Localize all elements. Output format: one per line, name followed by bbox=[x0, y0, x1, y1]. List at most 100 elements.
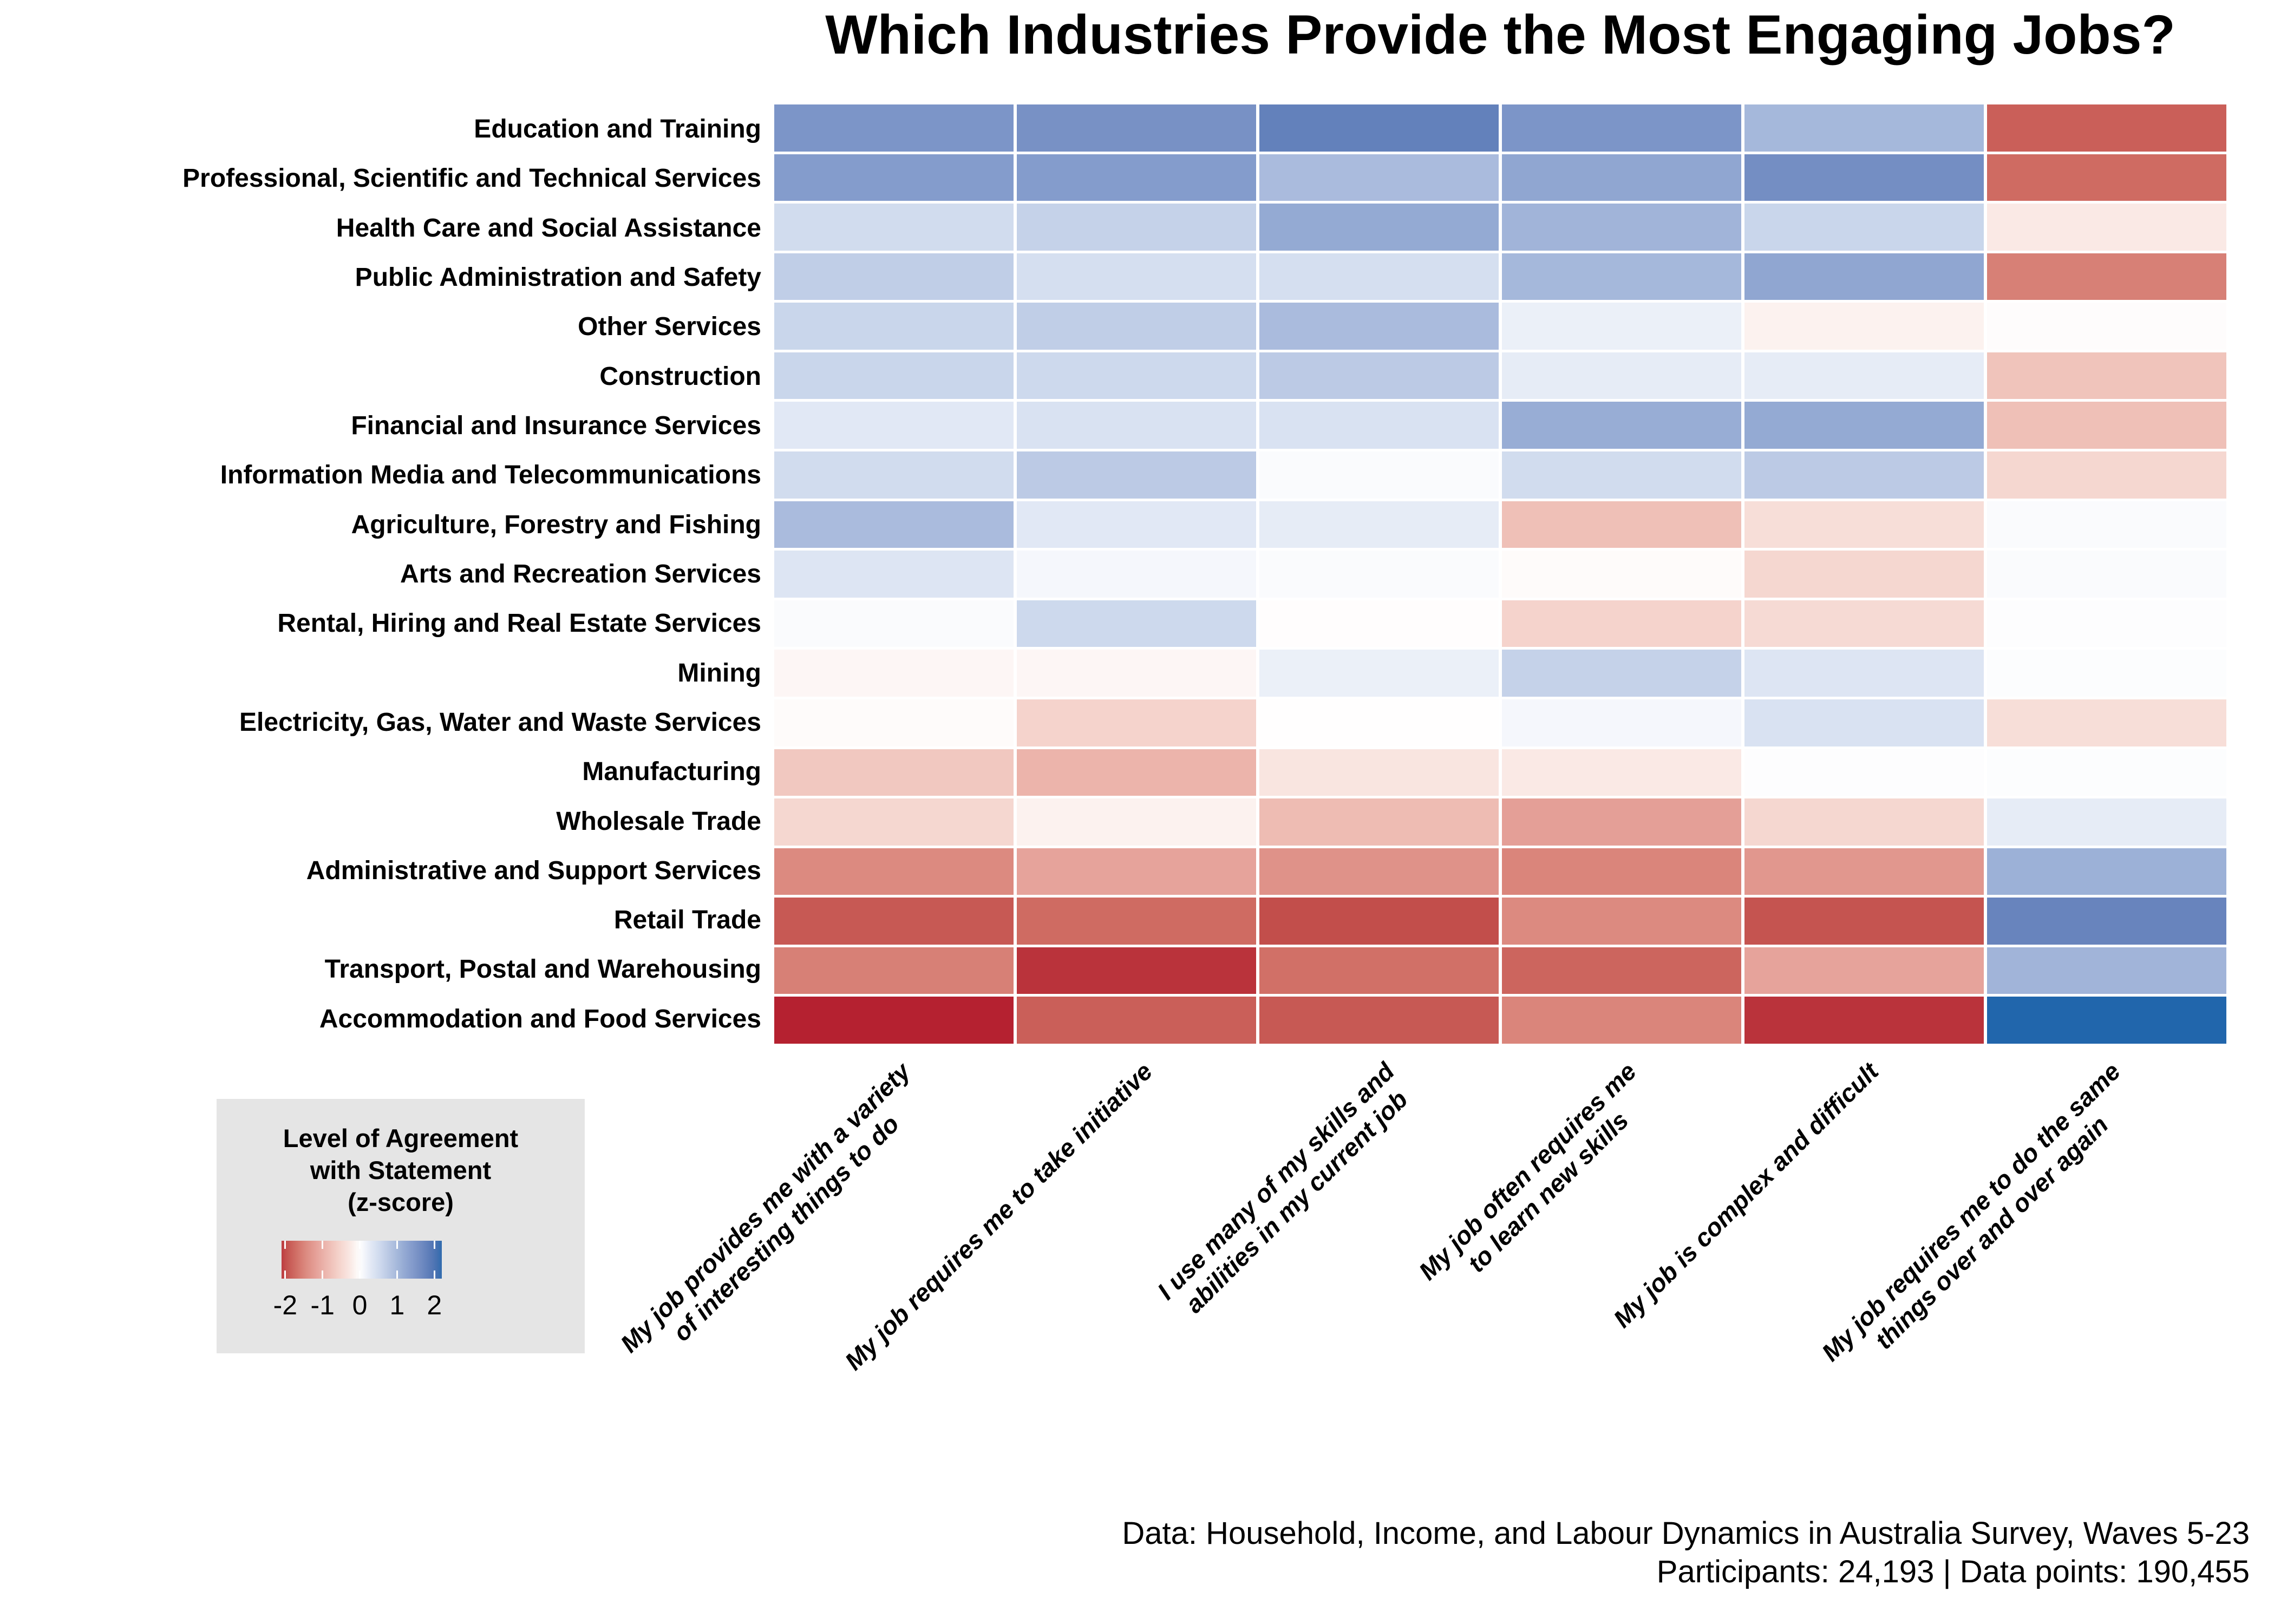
heatmap-cell bbox=[1987, 402, 2226, 449]
heatmap-cell bbox=[1987, 501, 2226, 548]
heatmap-cell bbox=[1259, 303, 1499, 350]
heatmap-cell bbox=[774, 104, 1014, 152]
heatmap-cell bbox=[1259, 551, 1499, 598]
heatmap-cell bbox=[1987, 154, 2226, 201]
legend: Level of Agreement with Statement (z-sco… bbox=[217, 1099, 585, 1353]
heatmap-cell bbox=[774, 898, 1014, 945]
y-axis-label: Arts and Recreation Services bbox=[400, 559, 761, 588]
heatmap-cell bbox=[1502, 204, 1741, 251]
heatmap-cell bbox=[1259, 798, 1499, 846]
x-axis-label: My job requires me to take initiative bbox=[839, 1057, 1158, 1376]
heatmap-cell bbox=[1017, 104, 1256, 152]
heatmap-cell bbox=[1502, 451, 1741, 499]
heatmap-cell bbox=[1987, 253, 2226, 300]
heatmap-cell bbox=[1017, 402, 1256, 449]
heatmap-cell bbox=[1987, 848, 2226, 895]
colorbar-tick-mark bbox=[322, 1241, 324, 1249]
colorbar-tick-label: 2 bbox=[427, 1290, 442, 1320]
y-axis-labels: Education and Training Professional, Scie… bbox=[0, 104, 761, 1044]
heatmap-cell bbox=[774, 352, 1014, 400]
heatmap-cell bbox=[1987, 352, 2226, 400]
y-axis-label: Manufacturing bbox=[582, 757, 761, 787]
heatmap-cell bbox=[1259, 699, 1499, 746]
heatmap-cell bbox=[1987, 798, 2226, 846]
heatmap-cell bbox=[1017, 848, 1256, 895]
heatmap-cell bbox=[1017, 154, 1256, 201]
heatmap-cell bbox=[1259, 947, 1499, 994]
y-axis-label: Professional, Scientific and Technical S… bbox=[182, 164, 761, 193]
heatmap-cell bbox=[1744, 898, 1984, 945]
heatmap-cell bbox=[1987, 303, 2226, 350]
colorbar-tick-label: 0 bbox=[352, 1290, 368, 1320]
heatmap-cell bbox=[1502, 303, 1741, 350]
heatmap-cell bbox=[1259, 104, 1499, 152]
heatmap-cell bbox=[1502, 600, 1741, 647]
heatmap-cell bbox=[774, 451, 1014, 499]
heatmap-cell bbox=[1259, 253, 1499, 300]
heatmap-cell bbox=[774, 154, 1014, 201]
heatmap-cell bbox=[1744, 699, 1984, 746]
heatmap-cell bbox=[1502, 104, 1741, 152]
x-axis-label: I use many of my skills and abilities in… bbox=[1152, 1057, 1413, 1319]
heatmap-cell bbox=[1744, 154, 1984, 201]
heatmap-cell bbox=[1017, 501, 1256, 548]
heatmap-cell bbox=[1744, 848, 1984, 895]
heatmap-cell bbox=[1744, 253, 1984, 300]
y-axis-label: Administrative and Support Services bbox=[306, 856, 761, 885]
heatmap-cell bbox=[1017, 798, 1256, 846]
heatmap-cell bbox=[1259, 154, 1499, 201]
heatmap-cell bbox=[1502, 699, 1741, 746]
heatmap-cell bbox=[1502, 253, 1741, 300]
y-axis-label: Retail Trade bbox=[613, 906, 761, 935]
y-axis-label: Construction bbox=[599, 362, 761, 391]
heatmap-cell bbox=[1744, 947, 1984, 994]
heatmap-cell bbox=[1987, 997, 2226, 1044]
caption-line-1: Data: Household, Income, and Labour Dyna… bbox=[1122, 1516, 2250, 1551]
heatmap-cell bbox=[1017, 898, 1256, 945]
heatmap-cell bbox=[1259, 204, 1499, 251]
heatmap-cell bbox=[1744, 600, 1984, 647]
y-axis-label: Mining bbox=[677, 658, 761, 687]
heatmap-cell bbox=[1987, 451, 2226, 499]
heatmap-cell bbox=[1987, 204, 2226, 251]
heatmap-cell bbox=[1744, 451, 1984, 499]
heatmap-cell bbox=[1259, 501, 1499, 548]
heatmap-cell bbox=[1744, 352, 1984, 400]
heatmap-cell bbox=[1502, 798, 1741, 846]
colorbar-tick-mark bbox=[433, 1271, 435, 1279]
y-axis-label: Other Services bbox=[578, 312, 761, 342]
heatmap-cell bbox=[1259, 352, 1499, 400]
heatmap-cell bbox=[1987, 749, 2226, 796]
heatmap-cell bbox=[1744, 303, 1984, 350]
legend-title: Level of Agreement with Statement (z-sco… bbox=[283, 1124, 519, 1216]
heatmap-cell bbox=[1259, 997, 1499, 1044]
heatmap-cell bbox=[1744, 501, 1984, 548]
heatmap-grid bbox=[774, 104, 2226, 1044]
y-axis-label: Wholesale Trade bbox=[556, 807, 761, 836]
heatmap-cell bbox=[1259, 848, 1499, 895]
colorbar-tick-mark bbox=[396, 1241, 398, 1249]
colorbar-tick-mark bbox=[359, 1271, 361, 1279]
heatmap-cell bbox=[1744, 650, 1984, 697]
caption: Data: Household, Income, and Labour Dyna… bbox=[1122, 1515, 2250, 1592]
heatmap-cell bbox=[774, 600, 1014, 647]
heatmap-cell bbox=[1259, 650, 1499, 697]
heatmap-cell bbox=[1502, 154, 1741, 201]
heatmap-cell bbox=[1744, 204, 1984, 251]
heatmap-cell bbox=[774, 650, 1014, 697]
heatmap-cell bbox=[774, 947, 1014, 994]
heatmap-cell bbox=[1744, 997, 1984, 1044]
heatmap-cell bbox=[1744, 104, 1984, 152]
heatmap-cell bbox=[1502, 402, 1741, 449]
heatmap-cell bbox=[1017, 650, 1256, 697]
heatmap-cell bbox=[1987, 551, 2226, 598]
x-axis-label: My job provides me with a variety of int… bbox=[615, 1057, 916, 1358]
heatmap-cell bbox=[774, 848, 1014, 895]
heatmap-cell bbox=[1017, 253, 1256, 300]
y-axis-label: Information Media and Telecommunications bbox=[220, 461, 761, 490]
heatmap-cell bbox=[1744, 798, 1984, 846]
heatmap-cell bbox=[1744, 551, 1984, 598]
chart-title: Which Industries Provide the Most Engagi… bbox=[825, 4, 2175, 66]
y-axis-label: Health Care and Social Assistance bbox=[336, 213, 761, 243]
heatmap-cell bbox=[1744, 402, 1984, 449]
